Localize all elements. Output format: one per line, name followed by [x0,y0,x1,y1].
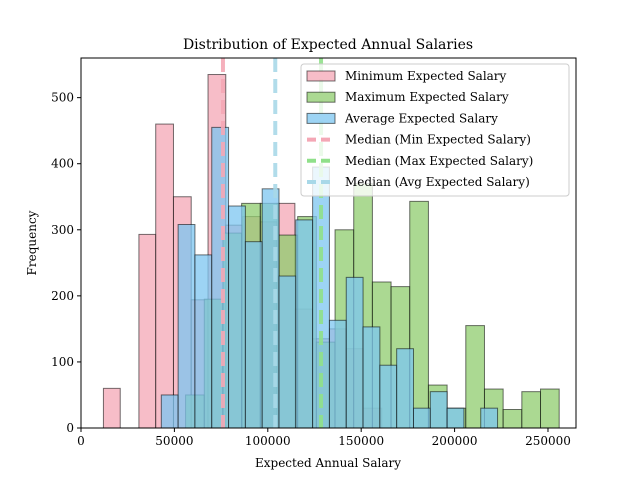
y-axis-title: Frequency [25,210,39,275]
x-tick-label: 0 [77,434,85,448]
histogram-bar [362,326,381,429]
legend-item: Median (Min Expected Salary) [307,133,531,147]
histogram-bar [244,241,263,429]
histogram-bar [194,254,213,429]
legend-item: Minimum Expected Salary [306,69,507,83]
plot-frame [80,57,577,429]
axes-layer: 0 50000 100000 150000 200000 250000 0 100 200 300… [51,57,577,448]
histogram-bar [521,391,542,429]
legend-item: Median (Avg Expected Salary) [307,175,530,189]
y-tick-label: 200 [51,289,74,303]
histogram-bar [295,219,314,429]
legend: Minimum Expected Salary Maximum Expected … [300,63,570,197]
histogram-bar [177,224,196,429]
histogram-bar [155,123,174,429]
legend-item: Median (Max Expected Salary) [307,154,533,168]
histogram-bar [138,233,157,429]
x-tick-label: 100000 [245,434,291,448]
legend-box [300,63,570,197]
histogram-bar [502,409,523,429]
x-tick-label: 200000 [432,434,478,448]
legend-swatch [306,91,336,103]
legend-label: Minimum Expected Salary [345,69,507,83]
legend-item: Average Expected Salary [306,111,498,125]
histogram-bar [328,319,347,429]
legend-item: Maximum Expected Salary [306,90,509,104]
histogram-bar [446,407,465,429]
x-axis-title: Expected Annual Salary [255,456,401,470]
histogram-bar [396,348,414,429]
y-tick-label: 0 [66,421,74,435]
histogram-bar [540,388,560,429]
histogram-bar [429,391,448,429]
legend-label: Median (Min Expected Salary) [345,133,531,147]
legend-label: Median (Avg Expected Salary) [345,175,530,189]
histogram-bar [211,126,230,429]
y-tick-label: 400 [51,157,74,171]
histogram-bar [160,394,179,429]
x-tick-label: 250000 [525,434,571,448]
legend-swatch [306,112,336,124]
histogram-bar [261,188,280,429]
legend-label: Median (Max Expected Salary) [345,154,533,168]
y-tick-label: 500 [51,91,74,105]
histogram-bar [480,407,499,429]
x-tick-label: 150000 [338,434,384,448]
y-tick-label: 100 [51,355,74,369]
legend-label: Average Expected Salary [344,111,498,125]
histogram-bar [278,275,297,429]
histogram-bar [412,407,431,429]
legend-swatch [306,70,336,82]
x-tick-label: 50000 [155,434,193,448]
y-tick-label: 300 [51,223,74,237]
histogram-bar [102,387,121,429]
histogram-bar [379,364,398,429]
chart-title: Distribution of Expected Annual Salaries [183,37,473,53]
histogram-bar [345,276,364,429]
legend-label: Maximum Expected Salary [345,90,509,104]
histogram-bar [228,205,246,429]
